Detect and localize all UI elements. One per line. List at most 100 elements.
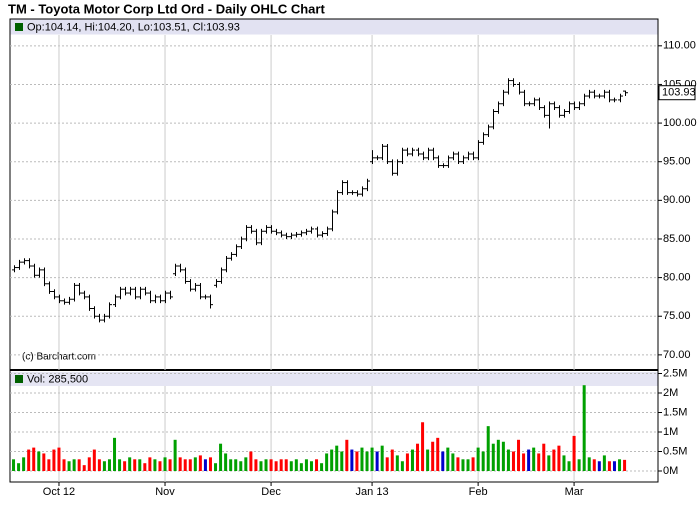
volume-bar [350, 449, 354, 471]
y-tick-label: 0.5M [663, 445, 687, 457]
volume-bar [607, 461, 611, 471]
volume-bar [461, 459, 465, 471]
volume-bar [87, 457, 91, 471]
last-price-box [658, 85, 696, 101]
volume-bar [345, 439, 349, 471]
volume-bar [163, 457, 167, 471]
grid-layer [10, 35, 658, 482]
volume-bar [562, 455, 566, 471]
volume-bar [320, 463, 324, 471]
volume-bar [517, 439, 521, 471]
volume-bar [436, 437, 440, 471]
volume-bar [340, 451, 344, 471]
volume-bar [360, 447, 364, 471]
y-tick-label: 2M [663, 387, 678, 399]
x-tick-label: Nov [155, 486, 175, 498]
volume-bar [552, 449, 556, 471]
volume-bar [380, 445, 384, 471]
volume-bar [481, 451, 485, 471]
volume-bar [582, 385, 586, 471]
volume-bar [27, 449, 31, 471]
volume-bar [234, 459, 238, 471]
volume-bar [587, 457, 591, 471]
volume-bar [214, 463, 218, 471]
mark-layer [12, 78, 628, 471]
volume-bar [102, 461, 106, 471]
volume-bar [82, 465, 86, 471]
y-tick-label: 1M [663, 426, 678, 438]
volume-bar [618, 459, 622, 471]
volume-bar [375, 451, 379, 471]
volume-bar [572, 435, 576, 471]
volume-bar [330, 449, 334, 471]
volume-bar [62, 459, 66, 471]
volume-bar [158, 461, 162, 471]
volume-bar [143, 463, 147, 471]
volume-bar [299, 463, 303, 471]
volume-bar [446, 447, 450, 471]
volume-bar [92, 449, 96, 471]
volume-bar [259, 461, 263, 471]
y-tick-label: 70.00 [663, 349, 691, 361]
volume-bar [476, 447, 480, 471]
volume-bar [355, 451, 359, 471]
volume-bar [400, 461, 404, 471]
volume-bar [395, 455, 399, 471]
legend-text: Op:104.14, Hi:104.20, Lo:103.51, Cl:103.… [27, 21, 240, 33]
volume-bar [138, 459, 142, 471]
volume-bar [12, 459, 16, 471]
volume-bar [208, 457, 212, 471]
volume-bar [304, 459, 308, 471]
volume-bar [203, 459, 207, 471]
volume-bar [274, 461, 278, 471]
volume-bar [229, 459, 233, 471]
volume-bar [410, 449, 414, 471]
volume-bar [188, 459, 192, 471]
volume-bar [592, 459, 596, 471]
volume-bar [441, 451, 445, 471]
volume-bar [522, 453, 526, 471]
volume-legend-swatch [15, 375, 23, 383]
volume-bar [183, 459, 187, 471]
volume-bar [173, 439, 177, 471]
volume-bar [309, 461, 313, 471]
x-tick-label: Feb [469, 486, 488, 498]
volume-bar [178, 457, 182, 471]
volume-bar [405, 453, 409, 471]
legend-band [10, 19, 658, 35]
volume-bar [385, 457, 389, 471]
volume-bar [97, 459, 101, 471]
volume-bar [284, 459, 288, 471]
volume-bar [264, 459, 268, 471]
y-tick-label: 0M [663, 465, 678, 477]
y-tick-label: 75.00 [663, 310, 691, 322]
volume-legend-band [10, 372, 658, 386]
volume-bar [47, 459, 51, 471]
volume-bar [107, 459, 111, 471]
frame [9, 18, 659, 483]
y-tick-label: 95.00 [663, 156, 691, 168]
volume-bar [168, 459, 172, 471]
volume-bar [32, 447, 36, 471]
volume-bar [365, 451, 369, 471]
volume-bar [335, 445, 339, 471]
volume-bar [77, 459, 81, 471]
volume-bar [219, 443, 223, 471]
volume-bar [537, 453, 541, 471]
volume-bar [279, 459, 283, 471]
x-tick-label: Oct 12 [43, 486, 75, 498]
volume-bar [153, 459, 157, 471]
volume-bar [466, 459, 470, 471]
volume-bar [22, 457, 26, 471]
volume-bar [370, 447, 374, 471]
volume-bar [113, 437, 117, 471]
volume-bar [486, 426, 490, 471]
volume-bar [128, 457, 132, 471]
volume-bar [294, 459, 298, 471]
volume-bar [244, 457, 248, 471]
volume-bar [506, 449, 510, 471]
volume-bar [289, 461, 293, 471]
volume-bar [567, 461, 571, 471]
